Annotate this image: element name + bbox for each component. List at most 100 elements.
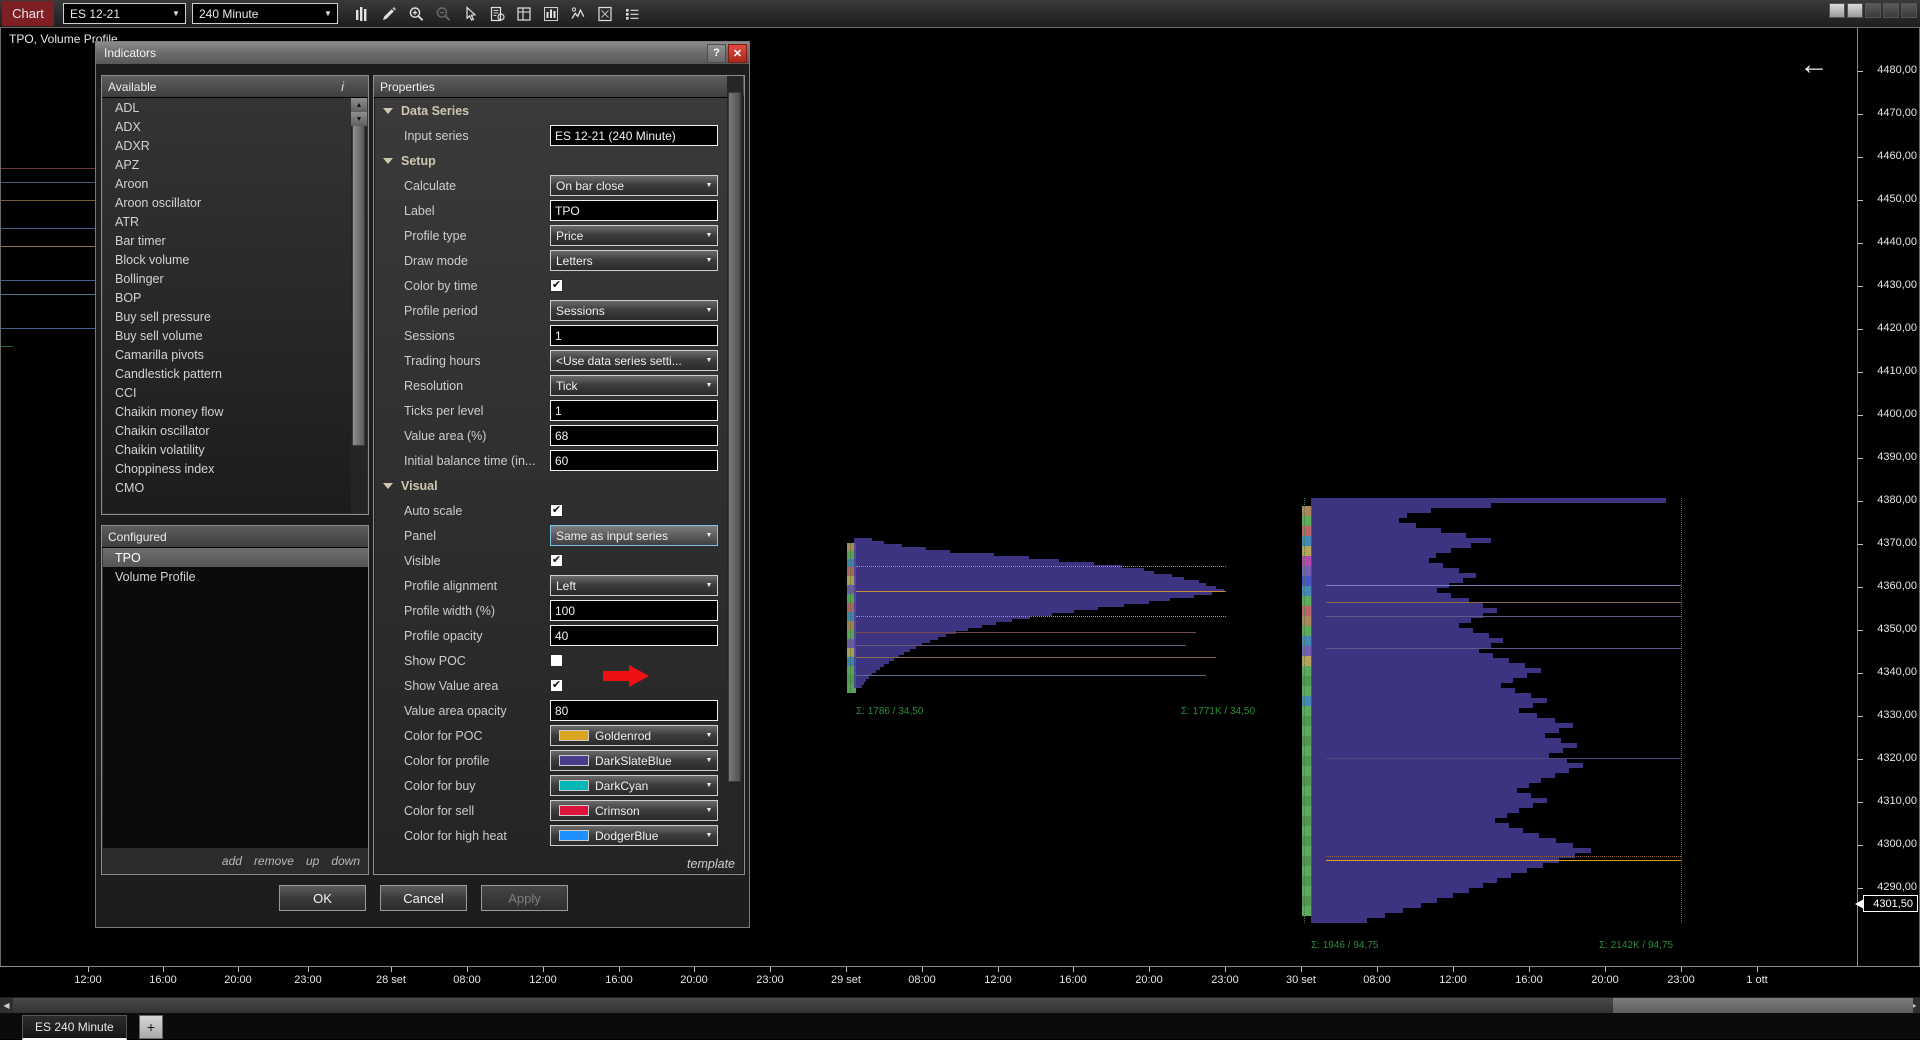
up-link[interactable]: up [305,854,320,868]
time-axis[interactable]: 12:00 16:00 20:00 23:00 28 set 08:00 12:… [0,966,1920,997]
zoom-in-icon[interactable] [404,2,429,25]
list-item[interactable]: APZ [115,157,140,172]
input-series-field[interactable]: ES 12-21 (240 Minute) [550,125,718,146]
list-item[interactable]: ADL [115,100,140,115]
data-box-icon[interactable] [485,2,510,25]
cursor-arrow-icon[interactable] [458,2,483,25]
scroll-up-arrow-icon[interactable]: ▲ [351,98,367,112]
instrument-selector[interactable]: ES 12-21 ▼ [63,3,186,24]
close-button[interactable]: ✕ [728,43,747,63]
properties-scrollbar[interactable] [727,76,743,873]
bars-chart-icon[interactable] [350,2,375,25]
list-item[interactable]: Aroon [115,176,149,191]
list-item[interactable]: Block volume [115,252,190,267]
add-tab-button[interactable]: + [139,1015,163,1039]
snapshot-icon[interactable] [593,2,618,25]
profile-opacity-field[interactable]: 40 [550,625,718,646]
window-extra-button[interactable] [1847,3,1863,18]
list-item[interactable]: CMO [115,480,145,495]
calculate-combobox[interactable]: On bar close ▼ [550,175,718,196]
list-item[interactable]: Bar timer [115,233,166,248]
trading-hours-combobox[interactable]: <Use data series setti... ▼ [550,350,718,371]
chart-menu-button[interactable]: Chart [2,1,54,26]
period-selector[interactable]: 240 Minute ▼ [192,3,338,24]
value-area-opacity-field[interactable]: 80 [550,700,718,721]
visible-checkbox[interactable]: ✔ [550,554,563,567]
list-item-volume-profile[interactable]: Volume Profile [115,569,196,584]
section-setup[interactable]: Setup [375,148,727,173]
profile-type-combobox[interactable]: Price ▼ [550,225,718,246]
color-sell-combobox[interactable]: Crimson ▼ [550,800,718,821]
back-arrow-icon[interactable]: ← [1799,48,1829,81]
help-button[interactable]: ? [707,43,726,63]
indicators-dialog[interactable]: Indicators ? ✕ Available i ADL ADX [95,41,750,928]
list-item[interactable]: BOP [115,290,142,305]
scrollbar-thumb-dark[interactable] [13,998,1613,1013]
panel-combobox[interactable]: Same as input series ▼ [550,525,718,546]
sessions-field[interactable]: 1 [550,325,718,346]
list-item[interactable]: ADX [115,119,141,134]
info-icon[interactable]: i [341,79,344,94]
ticks-per-level-field[interactable]: 1 [550,400,718,421]
window-minimize-button[interactable] [1865,3,1881,18]
section-visual[interactable]: Visual [375,473,727,498]
profile-period-combobox[interactable]: Sessions ▼ [550,300,718,321]
window-close-button[interactable] [1901,3,1917,18]
scroll-down-arrow-icon[interactable]: ▼ [351,112,367,126]
list-item[interactable]: Chaikin volatility [115,442,205,457]
list-item[interactable]: Bollinger [115,271,164,286]
list-item[interactable]: Chaikin money flow [115,404,224,419]
window-restore-button[interactable] [1829,3,1845,18]
list-item[interactable]: Camarilla pivots [115,347,204,362]
apply-button[interactable]: Apply [481,885,568,911]
cancel-button[interactable]: Cancel [380,885,467,911]
price-axis[interactable]: 4480,00 4470,00 4460,00 4450,00 4440,00 … [1855,28,1919,971]
list-item[interactable]: Choppiness index [115,461,215,476]
color-high-heat-combobox[interactable]: DodgerBlue ▼ [550,825,718,846]
remove-link[interactable]: remove [253,854,294,868]
chart-type-icon[interactable] [539,2,564,25]
show-poc-checkbox[interactable] [550,654,563,667]
zoom-out-icon[interactable] [431,2,456,25]
template-link[interactable]: template [687,857,735,871]
workspace-tab-es240[interactable]: ES 240 Minute [22,1015,127,1040]
scrollbar-thumb[interactable] [728,92,741,782]
section-data-series[interactable]: Data Series [375,98,727,123]
list-item[interactable]: Candlestick pattern [115,366,223,381]
scrollbar-thumb[interactable] [352,116,365,446]
list-item[interactable]: Aroon oscillator [115,195,202,210]
color-profile-combobox[interactable]: DarkSlateBlue ▼ [550,750,718,771]
initial-balance-time-field[interactable]: 60 [550,450,718,471]
show-value-area-checkbox[interactable]: ✔ [550,679,563,692]
label-field[interactable]: TPO [550,200,718,221]
down-link[interactable]: down [331,854,360,868]
available-list[interactable]: ADL ADX ADXR APZ Aroon Aroon oscillator … [103,98,351,513]
scroll-left-arrow-icon[interactable]: ◀ [0,998,13,1013]
draw-mode-combobox[interactable]: Letters ▼ [550,250,718,271]
list-item[interactable]: ATR [115,214,140,229]
color-by-time-checkbox[interactable]: ✔ [550,279,563,292]
caret-down-icon[interactable] [383,107,393,114]
caret-down-icon[interactable] [383,157,393,164]
ok-button[interactable]: OK [279,885,366,911]
list-item[interactable]: Buy sell pressure [115,309,211,324]
dialog-titlebar[interactable]: Indicators ? ✕ [96,42,749,64]
line-chart-icon[interactable] [566,2,591,25]
pencil-icon[interactable] [377,2,402,25]
list-item-tpo[interactable]: TPO [103,548,368,567]
configured-list[interactable]: TPO Volume Profile [103,548,368,848]
list-icon[interactable] [620,2,645,25]
scrollbar-track[interactable] [13,998,1913,1013]
list-item[interactable]: Buy sell volume [115,328,203,343]
horizontal-scrollbar[interactable]: ◀ ▶ [0,996,1920,1014]
list-item[interactable]: ADXR [115,138,150,153]
profile-alignment-combobox[interactable]: Left ▼ [550,575,718,596]
list-item[interactable]: CCI [115,385,137,400]
profile-width-field[interactable]: 100 [550,600,718,621]
color-poc-combobox[interactable]: Goldenrod ▼ [550,725,718,746]
resolution-combobox[interactable]: Tick ▼ [550,375,718,396]
properties-icon[interactable] [512,2,537,25]
add-link[interactable]: add [221,854,242,868]
auto-scale-checkbox[interactable]: ✔ [550,504,563,517]
value-area-pct-field[interactable]: 68 [550,425,718,446]
